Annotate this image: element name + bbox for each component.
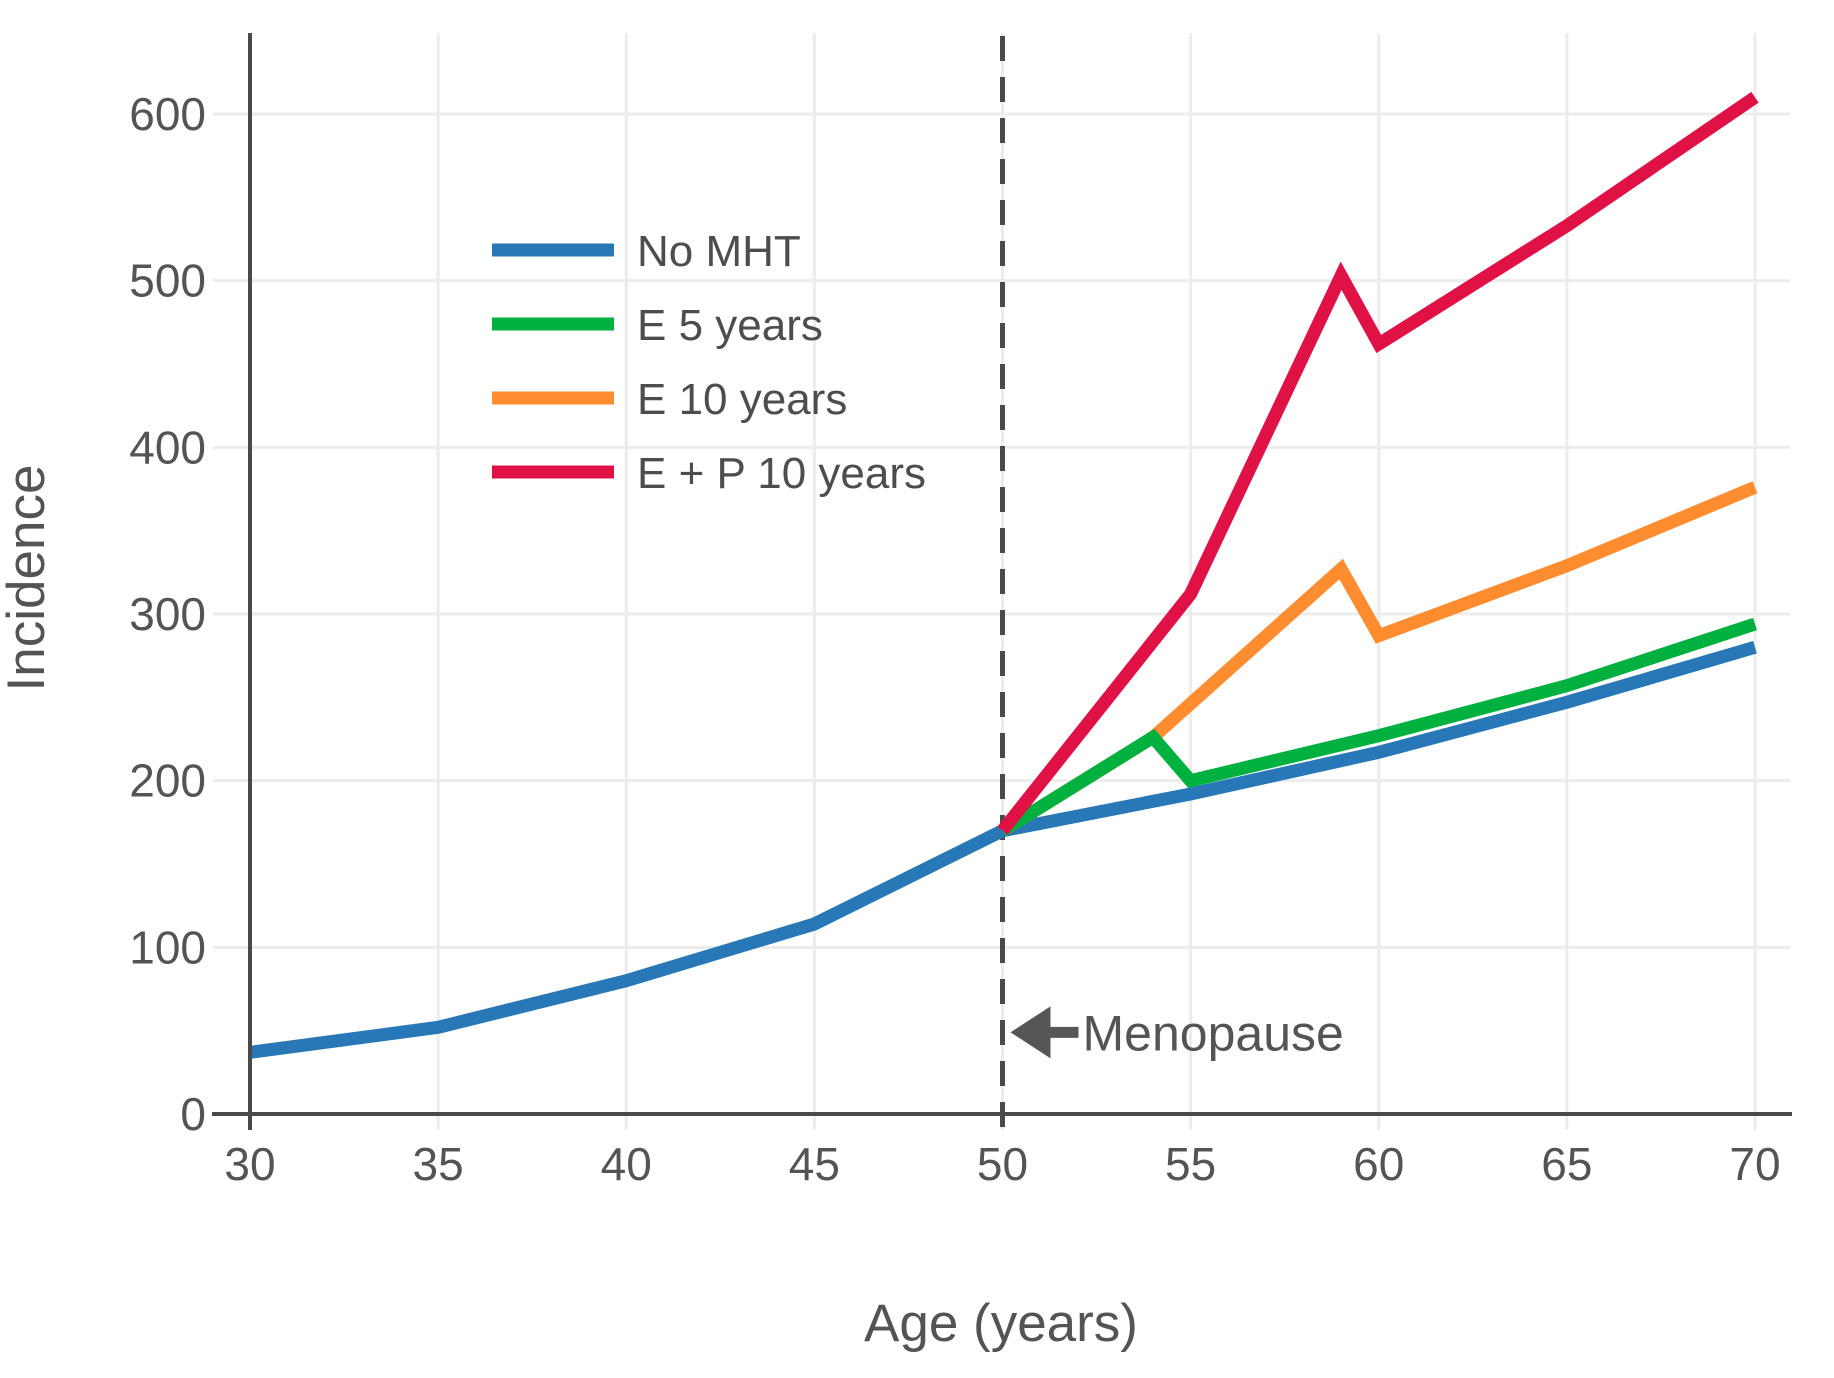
x-tick-label-30: 30	[224, 1138, 275, 1190]
y-tick-label-300: 300	[129, 588, 206, 640]
x-tick-label-65: 65	[1541, 1138, 1592, 1190]
x-tick-label-40: 40	[601, 1138, 652, 1190]
legend-label-e-10-years: E 10 years	[637, 375, 847, 424]
y-tick-label-200: 200	[129, 755, 206, 807]
annotation-text: Menopause	[1083, 1005, 1344, 1061]
legend-label-e-p-10-years: E + P 10 years	[637, 449, 926, 498]
x-tick-label-50: 50	[977, 1138, 1028, 1190]
tick-labels: 0 100 200 300 400 500 600 30 35 40 45 50 55 60 65 70	[129, 88, 1780, 1190]
x-tick-label-60: 60	[1353, 1138, 1404, 1190]
legend-label-e-5-years: E 5 years	[637, 301, 823, 350]
data-series-lines	[249, 91, 1759, 1059]
x-tick-label-70: 70	[1729, 1138, 1780, 1190]
x-tick-label-35: 35	[413, 1138, 464, 1190]
series-line-e-p-10-years	[997, 91, 1759, 835]
x-axis-title: Age (years)	[864, 1294, 1138, 1353]
y-tick-label-600: 600	[129, 88, 206, 140]
menopause-annotation: Menopause	[1010, 1005, 1344, 1061]
y-axis-title: Incidence	[0, 465, 56, 692]
legend: No MHT E 5 years E 10 years E + P 10 years	[492, 227, 926, 498]
y-tick-label-500: 500	[129, 255, 206, 307]
x-tick-label-45: 45	[789, 1138, 840, 1190]
y-tick-label-400: 400	[129, 421, 206, 473]
legend-label-no-mht: No MHT	[637, 227, 801, 276]
series-line-e-5-years	[999, 617, 1758, 837]
y-tick-label-0: 0	[180, 1088, 206, 1140]
axes	[212, 33, 1792, 1130]
y-tick-label-100: 100	[129, 921, 206, 973]
left-arrow-icon	[1010, 1006, 1079, 1059]
x-tick-label-55: 55	[1165, 1138, 1216, 1190]
